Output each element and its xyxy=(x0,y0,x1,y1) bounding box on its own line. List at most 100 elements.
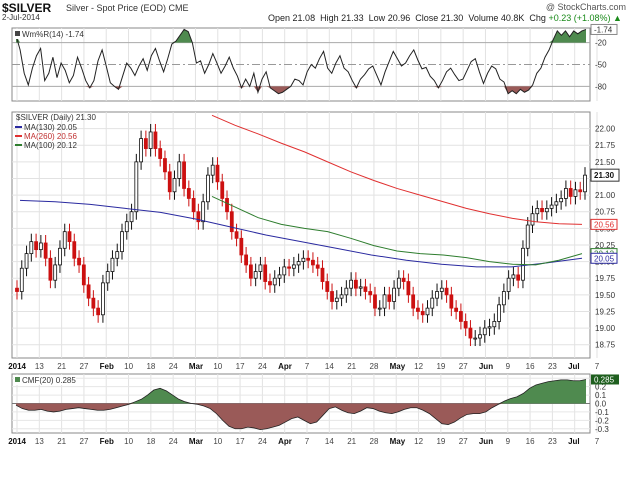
price-candle-up xyxy=(139,138,144,163)
price-candle-down xyxy=(143,138,148,149)
price-candle-up xyxy=(296,261,301,266)
price-candle-up xyxy=(24,253,29,269)
x-axis-tick-label: 24 xyxy=(258,362,267,371)
x-axis-tick-label: 27 xyxy=(80,362,89,371)
price-candle-down xyxy=(196,211,201,223)
price-candle-up xyxy=(272,277,277,286)
price-candle-up xyxy=(29,241,34,255)
price-candle-down xyxy=(311,259,315,266)
price-candle-up xyxy=(564,188,568,199)
x-axis-tick-label: 10 xyxy=(124,437,133,446)
price-candle-down xyxy=(234,231,239,239)
cmf-legend-label: CMF(20) 0.285 xyxy=(22,376,76,385)
price-candle-up xyxy=(492,321,497,328)
volume-label: Volume xyxy=(468,13,499,23)
x-axis-tick-label: Mar xyxy=(189,362,203,371)
cmf-legend-swatch xyxy=(15,377,20,382)
price-candle-up xyxy=(478,334,482,339)
cmf-legend-bg xyxy=(14,375,76,385)
price-candle-up xyxy=(349,279,354,289)
x-axis-tick-label: 16 xyxy=(526,362,535,371)
x-axis-tick-label: 14 xyxy=(325,437,334,446)
price-candle-up xyxy=(439,287,444,292)
price-candle-down xyxy=(186,188,191,199)
price-tick-label: 19.00 xyxy=(595,324,616,333)
x-axis-tick-label: 28 xyxy=(370,437,379,446)
price-last-badge xyxy=(590,168,620,182)
price-candle-up xyxy=(129,211,134,223)
x-axis-tick-label: 23 xyxy=(548,437,557,446)
ma-value-badge xyxy=(590,218,618,230)
x-axis-tick-label: Feb xyxy=(100,437,114,446)
x-axis-tick-label: 24 xyxy=(258,437,267,446)
price-candle-down xyxy=(220,181,225,199)
price-candle-up xyxy=(38,242,43,251)
price-candle-down xyxy=(167,171,172,193)
x-axis-tick-label: Feb xyxy=(100,362,114,371)
price-candle-down xyxy=(86,284,91,299)
price-candle-up xyxy=(473,337,478,340)
price-candle-up xyxy=(583,174,587,193)
price-candle-down xyxy=(330,291,334,302)
price-candle-down xyxy=(568,188,573,197)
price-candle-up xyxy=(19,267,24,292)
price-candle-down xyxy=(153,131,158,149)
price-candle-down xyxy=(91,297,96,309)
price-candle-down xyxy=(463,321,468,329)
x-axis-tick-label: 21 xyxy=(57,362,66,371)
wpr-tick-label: -80 xyxy=(595,82,607,91)
chart-header: $SILVER Silver - Spot Price (EOD) CME 2-… xyxy=(0,0,640,23)
price-candle-down xyxy=(540,208,544,213)
price-candle-up xyxy=(53,264,58,281)
price-candle-up xyxy=(425,307,430,316)
price-candle-up xyxy=(172,178,177,193)
price-candle-down xyxy=(315,264,320,269)
price-candle-down xyxy=(411,294,416,309)
x-axis-tick-label: 21 xyxy=(347,362,356,371)
x-axis-tick-label: 18 xyxy=(146,437,155,446)
close-label: Close xyxy=(415,13,439,23)
price-candle-down xyxy=(191,198,196,213)
cmf-tick-label: 0.0 xyxy=(595,400,607,409)
cmf-tick-label: -0.2 xyxy=(595,416,609,425)
price-candle-up xyxy=(110,257,115,272)
x-axis-tick-label: 16 xyxy=(526,437,535,446)
quote-line: Open 21.08 High 21.33 Low 20.96 Close 21… xyxy=(268,13,622,23)
price-tick-label: 19.25 xyxy=(595,307,616,316)
price-candle-up xyxy=(115,251,120,259)
cmf-tick-label: -0.3 xyxy=(595,425,609,434)
price-legend-title: $SILVER (Daily) 21.30 xyxy=(16,113,96,122)
price-candle-down xyxy=(363,286,368,292)
price-candle-down xyxy=(320,267,325,282)
price-candle-up xyxy=(62,231,67,249)
x-axis-tick-label: 21 xyxy=(57,437,66,446)
price-tick-label: 22.00 xyxy=(595,125,616,134)
price-tick-label: 20.75 xyxy=(595,208,616,217)
price-last-label: 21.30 xyxy=(594,171,615,180)
ma-value-label: 20.56 xyxy=(594,220,615,229)
price-candle-up xyxy=(530,213,535,226)
price-candle-down xyxy=(468,327,473,339)
price-candle-up xyxy=(511,274,516,279)
price-tick-label: 21.75 xyxy=(595,141,616,150)
price-candle-down xyxy=(43,242,48,259)
price-candle-up xyxy=(382,294,387,309)
x-axis-tick-label: 9 xyxy=(506,437,511,446)
x-axis-tick-label: 10 xyxy=(213,362,222,371)
x-axis-tick-label: 2014 xyxy=(8,362,26,371)
high-value: 21.33 xyxy=(341,13,364,23)
x-axis-tick-label: 10 xyxy=(124,362,133,371)
price-candle-up xyxy=(301,257,306,262)
cmf-positive-fill xyxy=(16,379,586,404)
price-candle-down xyxy=(248,264,253,279)
x-axis-tick-label: 9 xyxy=(506,362,511,371)
legend-entry-label: MA(260) 20.56 xyxy=(24,132,77,141)
x-axis-tick-label: 12 xyxy=(414,437,423,446)
price-candle-down xyxy=(72,241,77,259)
price-candle-up xyxy=(435,291,439,299)
cmf-line xyxy=(15,379,587,431)
price-candle-down xyxy=(368,291,373,296)
x-axis-tick-label: Jul xyxy=(568,437,580,446)
cmf-tick-label: -0.1 xyxy=(595,408,609,417)
price-candle-up xyxy=(392,287,396,302)
